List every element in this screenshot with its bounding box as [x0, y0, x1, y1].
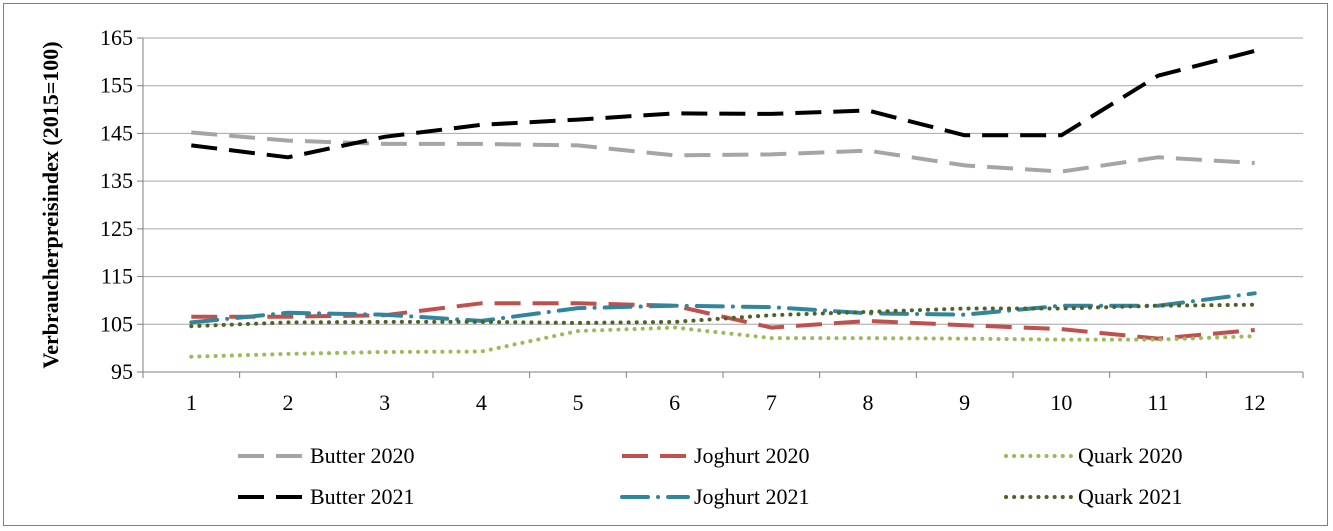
x-tick-labels: 1 2 3 4 5 6 7 8 9 10 11 12 [186, 390, 1266, 415]
x-tick-label: 6 [669, 390, 680, 415]
y-tick-label: 145 [100, 120, 133, 145]
series-lines [189, 48, 1257, 359]
series-line-6 [189, 302, 1257, 329]
legend-label: Quark 2020 [1078, 443, 1182, 468]
y-tick-label: 115 [101, 264, 133, 289]
legend-label: Joghurt 2020 [694, 443, 810, 468]
series-line-3 [189, 325, 1257, 359]
axes [137, 37, 1304, 378]
y-tick-label: 125 [100, 216, 133, 241]
legend-label: Joghurt 2021 [694, 484, 810, 509]
y-axis-label: Verbraucherpreisindex (2015=100) [38, 41, 63, 368]
series-line-5 [189, 291, 1257, 325]
legend-label: Butter 2021 [310, 484, 415, 509]
y-tick-label: 165 [100, 25, 133, 50]
y-tick-labels: 95 105 115 125 135 145 155 165 [100, 25, 133, 384]
gridlines [143, 37, 1303, 325]
series-line-2 [191, 301, 1255, 341]
x-tick-label: 10 [1050, 390, 1072, 415]
legend: Butter 2020 Joghurt 2020 Quark 2020 Butter … [238, 443, 1182, 509]
x-tick-label: 7 [766, 390, 777, 415]
x-tick-label: 11 [1147, 390, 1168, 415]
x-tick-label: 1 [186, 390, 197, 415]
x-tick-label: 2 [283, 390, 294, 415]
legend-label: Butter 2020 [310, 443, 415, 468]
x-tick-label: 3 [379, 390, 390, 415]
chart-frame [3, 3, 1328, 526]
series-line-1 [191, 130, 1255, 174]
x-tick-label: 9 [959, 390, 970, 415]
legend-label: Quark 2021 [1078, 484, 1182, 509]
x-tick-label: 12 [1244, 390, 1266, 415]
y-tick-label: 155 [100, 73, 133, 98]
series-line-4 [191, 48, 1256, 160]
y-tick-label: 105 [100, 311, 133, 336]
y-tick-label: 95 [111, 359, 133, 384]
x-tick-label: 8 [863, 390, 874, 415]
x-tick-label: 4 [476, 390, 487, 415]
x-tick-label: 5 [573, 390, 584, 415]
y-tick-label: 135 [100, 168, 133, 193]
